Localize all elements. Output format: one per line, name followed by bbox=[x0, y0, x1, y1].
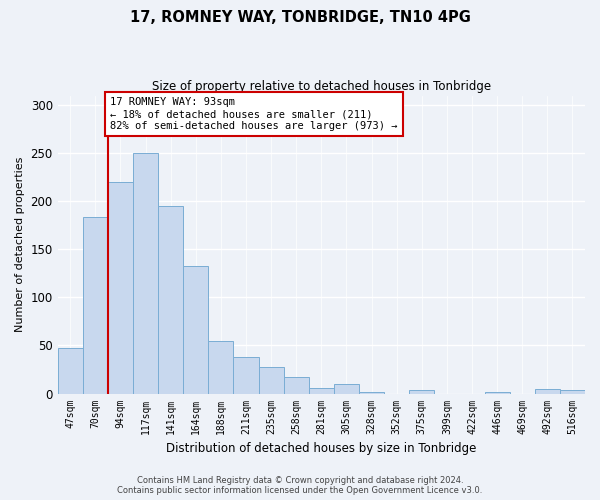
Bar bbox=[233, 357, 259, 394]
Bar bbox=[108, 182, 133, 394]
Y-axis label: Number of detached properties: Number of detached properties bbox=[15, 157, 25, 332]
Bar bbox=[83, 216, 108, 394]
Bar bbox=[560, 390, 585, 394]
Bar bbox=[409, 390, 434, 394]
Bar bbox=[485, 392, 509, 394]
Text: 17, ROMNEY WAY, TONBRIDGE, TN10 4PG: 17, ROMNEY WAY, TONBRIDGE, TN10 4PG bbox=[130, 10, 470, 25]
Bar bbox=[133, 153, 158, 394]
Bar bbox=[208, 340, 233, 394]
Title: Size of property relative to detached houses in Tonbridge: Size of property relative to detached ho… bbox=[152, 80, 491, 93]
Bar bbox=[58, 348, 83, 394]
Bar bbox=[158, 206, 183, 394]
Bar bbox=[284, 377, 309, 394]
Bar bbox=[334, 384, 359, 394]
Bar bbox=[309, 388, 334, 394]
X-axis label: Distribution of detached houses by size in Tonbridge: Distribution of detached houses by size … bbox=[166, 442, 476, 455]
Bar bbox=[259, 366, 284, 394]
Bar bbox=[183, 266, 208, 394]
Text: 17 ROMNEY WAY: 93sqm
← 18% of detached houses are smaller (211)
82% of semi-deta: 17 ROMNEY WAY: 93sqm ← 18% of detached h… bbox=[110, 98, 398, 130]
Bar bbox=[359, 392, 384, 394]
Text: Contains HM Land Registry data © Crown copyright and database right 2024.
Contai: Contains HM Land Registry data © Crown c… bbox=[118, 476, 482, 495]
Bar bbox=[535, 388, 560, 394]
